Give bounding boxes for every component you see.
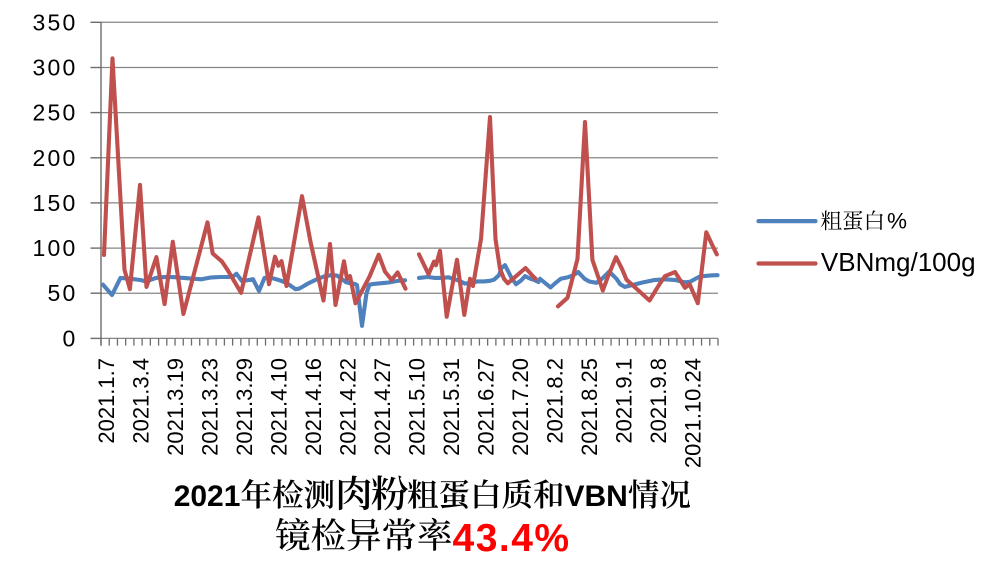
svg-text:2021.5.31: 2021.5.31 <box>439 358 464 456</box>
svg-text:2021.4.16: 2021.4.16 <box>301 358 326 456</box>
svg-text:2021.8.25: 2021.8.25 <box>577 358 602 456</box>
svg-text:2021.3.19: 2021.3.19 <box>163 358 188 456</box>
svg-text:2021.6.27: 2021.6.27 <box>474 358 499 456</box>
svg-text:2021.3.23: 2021.3.23 <box>198 358 223 456</box>
svg-text:2021.3.29: 2021.3.29 <box>232 358 257 456</box>
svg-text:50: 50 <box>48 280 78 306</box>
svg-text:2021.3.4: 2021.3.4 <box>129 358 154 444</box>
svg-text:2021.4.27: 2021.4.27 <box>370 358 395 456</box>
svg-text:2021.4.22: 2021.4.22 <box>336 358 361 456</box>
svg-text:VBN: VBN <box>565 480 628 513</box>
svg-text:0: 0 <box>63 325 78 351</box>
svg-text:VBNmg/100g: VBNmg/100g <box>821 247 976 277</box>
svg-text:350: 350 <box>33 9 78 35</box>
svg-text:43.4%: 43.4% <box>453 517 571 560</box>
svg-text:%: % <box>887 209 907 234</box>
svg-text:2021.10.24: 2021.10.24 <box>681 358 706 468</box>
svg-text:2021.5.10: 2021.5.10 <box>405 358 430 456</box>
svg-text:200: 200 <box>33 145 78 171</box>
svg-text:2021.9.8: 2021.9.8 <box>646 358 671 444</box>
svg-text:150: 150 <box>33 190 78 216</box>
svg-text:2021: 2021 <box>174 480 241 513</box>
svg-text:2021.4.10: 2021.4.10 <box>267 358 292 456</box>
svg-text:2021.9.1: 2021.9.1 <box>612 358 637 444</box>
svg-text:2021.8.2: 2021.8.2 <box>543 358 568 444</box>
svg-text:2021.1.7: 2021.1.7 <box>94 358 119 444</box>
svg-text:300: 300 <box>33 55 78 81</box>
svg-text:2021.7.20: 2021.7.20 <box>508 358 533 456</box>
svg-text:100: 100 <box>33 235 78 261</box>
svg-text:250: 250 <box>33 100 78 126</box>
